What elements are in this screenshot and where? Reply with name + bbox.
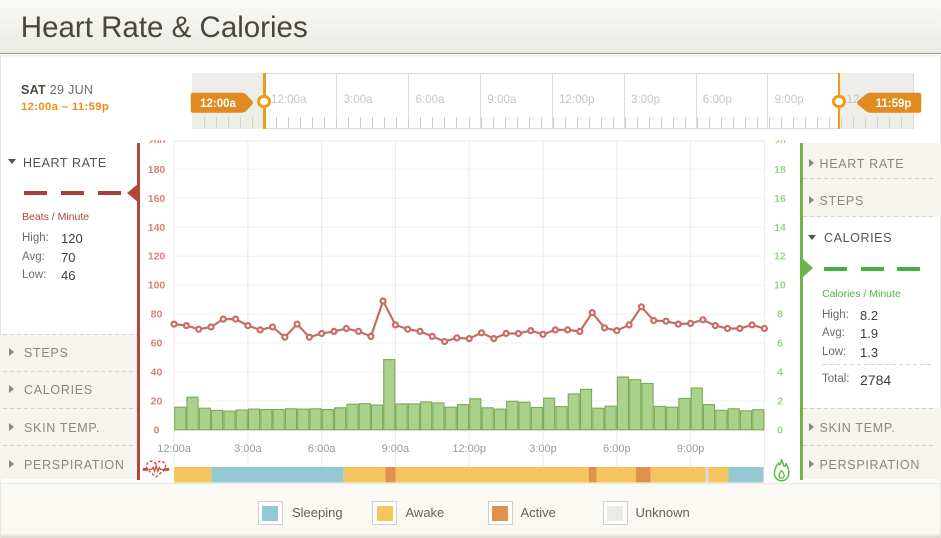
- svg-text:12:00a: 12:00a: [200, 98, 236, 110]
- svg-text:9:00a: 9:00a: [382, 443, 410, 455]
- svg-text:40: 40: [151, 367, 163, 379]
- svg-text:12:00a: 12:00a: [157, 443, 192, 455]
- svg-text:180: 180: [148, 164, 166, 176]
- svg-text:6:00a: 6:00a: [308, 443, 336, 455]
- svg-text:11:59p: 11:59p: [875, 98, 911, 110]
- svg-text:60: 60: [151, 338, 163, 350]
- svg-text:160: 160: [148, 193, 166, 205]
- svg-text:18: 18: [774, 164, 786, 176]
- svg-text:10: 10: [774, 280, 786, 292]
- svg-text:2: 2: [777, 396, 783, 408]
- svg-text:0: 0: [154, 424, 160, 436]
- svg-text:12:00p: 12:00p: [452, 443, 486, 455]
- svg-text:6:00p: 6:00p: [603, 443, 631, 455]
- svg-text:12: 12: [774, 251, 786, 263]
- svg-text:120: 120: [148, 251, 166, 263]
- svg-text:16: 16: [774, 193, 786, 205]
- svg-text:14: 14: [774, 222, 786, 234]
- svg-text:8: 8: [777, 309, 783, 321]
- svg-text:4: 4: [777, 367, 783, 379]
- svg-text:20: 20: [774, 136, 786, 148]
- svg-text:80: 80: [151, 309, 163, 321]
- svg-text:3:00a: 3:00a: [234, 443, 262, 455]
- svg-text:200: 200: [148, 136, 166, 148]
- svg-text:20: 20: [151, 396, 163, 408]
- svg-text:9:00p: 9:00p: [677, 443, 705, 455]
- svg-text:6: 6: [777, 338, 783, 350]
- svg-text:100: 100: [148, 280, 166, 292]
- svg-text:0: 0: [777, 424, 783, 436]
- svg-text:3:00p: 3:00p: [529, 443, 557, 455]
- svg-text:140: 140: [148, 222, 166, 234]
